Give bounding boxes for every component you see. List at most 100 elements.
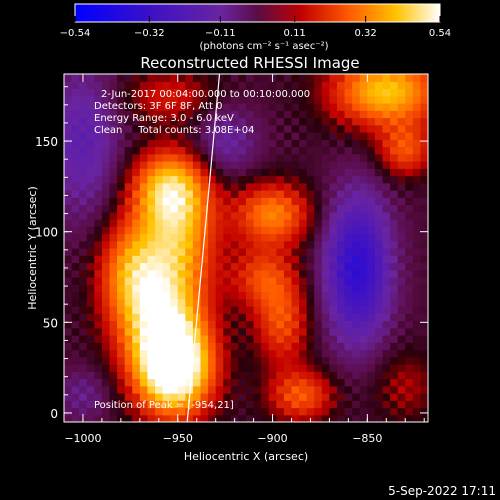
heatmap-cell	[230, 291, 240, 300]
colorbar-tick-label: −0.32	[134, 28, 165, 39]
heatmap-cell	[337, 233, 346, 242]
x-tick-label: −850	[352, 432, 382, 445]
heatmap-cell	[374, 248, 384, 256]
heatmap-cell	[94, 335, 103, 343]
heatmap-cell	[261, 262, 270, 271]
heatmap-cell	[170, 81, 179, 90]
heatmap-cell	[86, 342, 95, 351]
heatmap-cell	[382, 269, 391, 278]
heatmap-cell	[208, 393, 217, 401]
heatmap-cell	[238, 269, 247, 278]
heatmap-cell	[337, 262, 346, 271]
heatmap-cell	[268, 371, 277, 380]
heatmap-cell	[405, 306, 414, 314]
heatmap-cell	[215, 378, 224, 387]
heatmap-cell	[314, 146, 323, 155]
heatmap-cell	[352, 161, 361, 169]
heatmap-cell	[64, 168, 73, 177]
heatmap-cell	[223, 168, 232, 177]
heatmap-cell	[109, 233, 118, 242]
heatmap-cell	[344, 168, 353, 177]
heatmap-cell	[139, 378, 149, 387]
heatmap-cell	[155, 81, 164, 90]
heatmap-cell	[147, 95, 156, 104]
heatmap-cell	[185, 306, 194, 314]
heatmap-cell	[192, 364, 202, 372]
heatmap-cell	[291, 175, 300, 184]
heatmap-cell	[117, 342, 126, 351]
heatmap-cell	[162, 110, 171, 119]
heatmap-cell	[359, 233, 368, 242]
heatmap-cell	[215, 95, 224, 104]
heatmap-cell	[238, 284, 247, 293]
heatmap-cell	[374, 364, 384, 372]
heatmap-cell	[306, 349, 315, 358]
peak-position-label: Position of Peak = [-954,21]	[94, 400, 234, 411]
heatmap-cell	[329, 277, 338, 285]
heatmap-cell	[329, 139, 338, 148]
heatmap-cell	[321, 400, 331, 409]
heatmap-cell	[321, 81, 331, 90]
heatmap-cell	[246, 407, 255, 416]
heatmap-cell	[139, 117, 149, 126]
heatmap-cell	[321, 393, 331, 401]
heatmap-cell	[124, 182, 133, 191]
heatmap-cell	[94, 393, 103, 401]
heatmap-cell	[382, 233, 391, 242]
heatmap-cell	[276, 74, 285, 82]
heatmap-cell	[412, 74, 422, 82]
heatmap-cell	[215, 226, 224, 235]
heatmap-cell	[374, 81, 384, 90]
heatmap-cell	[101, 255, 111, 264]
heatmap-cell	[124, 168, 133, 177]
heatmap-cell	[155, 161, 164, 169]
heatmap-cell	[94, 385, 103, 394]
heatmap-cell	[261, 269, 270, 278]
heatmap-cell	[208, 204, 217, 213]
heatmap-cell	[124, 226, 133, 235]
heatmap-cell	[208, 298, 217, 307]
heatmap-cell	[420, 182, 428, 191]
heatmap-cell	[185, 335, 194, 343]
heatmap-cell	[306, 226, 315, 235]
heatmap-cell	[253, 175, 262, 184]
heatmap-cell	[230, 153, 240, 162]
heatmap-cell	[359, 153, 368, 162]
heatmap-cell	[253, 407, 262, 416]
heatmap-cell	[268, 103, 277, 111]
heatmap-cell	[329, 233, 338, 242]
heatmap-cell	[230, 284, 240, 293]
heatmap-cell	[344, 342, 353, 351]
heatmap-cell	[64, 407, 73, 416]
heatmap-cell	[321, 168, 331, 177]
heatmap-cell	[337, 378, 346, 387]
heatmap-cell	[344, 190, 353, 198]
heatmap-cell	[397, 393, 406, 401]
heatmap-cell	[412, 211, 422, 220]
heatmap-cell	[268, 262, 277, 271]
heatmap-cell	[412, 161, 422, 169]
heatmap-cell	[79, 342, 88, 351]
heatmap-cell	[405, 88, 414, 97]
heatmap-cell	[162, 349, 171, 358]
heatmap-cell	[139, 335, 149, 343]
heatmap-cell	[268, 269, 277, 278]
heatmap-cell	[321, 219, 331, 227]
heatmap-cell	[329, 190, 338, 198]
heatmap-cell	[117, 269, 126, 278]
heatmap-cell	[390, 371, 399, 380]
heatmap-cell	[374, 233, 384, 242]
heatmap-cell	[238, 248, 247, 256]
heatmap-cell	[124, 161, 133, 169]
heatmap-cell	[306, 262, 315, 271]
heatmap-cell	[268, 153, 277, 162]
heatmap-cell	[132, 103, 141, 111]
heatmap-cell	[374, 124, 384, 133]
heatmap-cell	[200, 414, 209, 422]
heatmap-cell	[268, 320, 277, 329]
heatmap-cell	[420, 190, 428, 198]
heatmap-cell	[200, 277, 209, 285]
heatmap-cell	[94, 226, 103, 235]
heatmap-cell	[306, 110, 315, 119]
heatmap-cell	[397, 204, 406, 213]
